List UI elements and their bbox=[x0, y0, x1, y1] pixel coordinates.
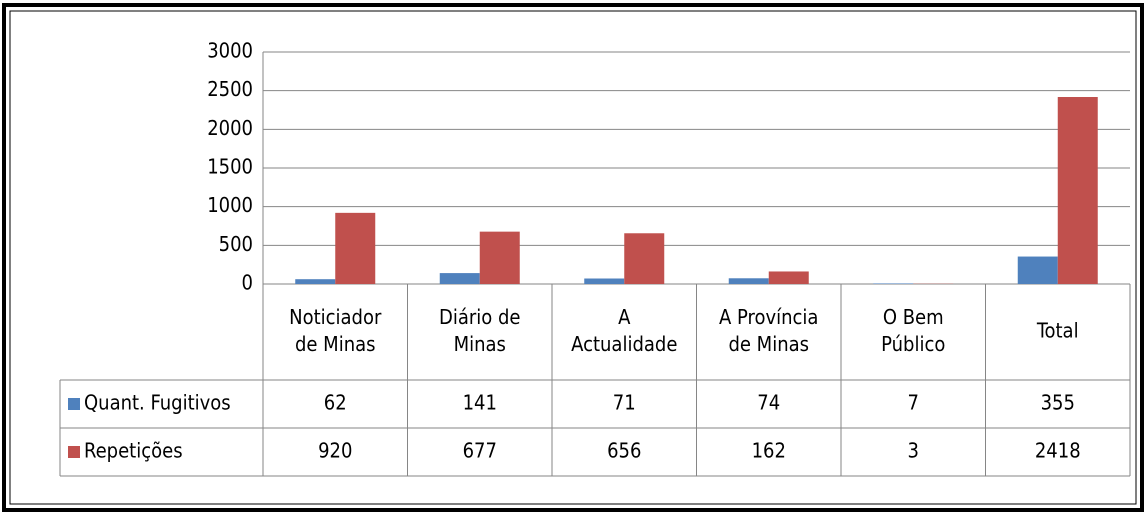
y-tick-label: 500 bbox=[219, 232, 253, 256]
legend-swatch bbox=[68, 398, 80, 410]
table-value: 141 bbox=[463, 391, 497, 415]
x-tick-label: Público bbox=[881, 332, 945, 356]
x-tick-label: Total bbox=[1036, 319, 1079, 343]
bar bbox=[295, 279, 336, 284]
bar bbox=[584, 278, 625, 284]
bar bbox=[439, 273, 480, 284]
table-value: 355 bbox=[1041, 391, 1075, 415]
x-tick-label: Noticiador bbox=[289, 305, 382, 329]
y-tick-label: 2000 bbox=[207, 116, 253, 140]
table-value: 920 bbox=[318, 439, 352, 463]
bar bbox=[335, 212, 376, 284]
bar bbox=[768, 271, 809, 284]
table-value: 62 bbox=[324, 391, 347, 415]
bar bbox=[1017, 256, 1058, 284]
x-tick-label: de Minas bbox=[728, 332, 809, 356]
table-value: 7 bbox=[908, 391, 919, 415]
table-value: 2418 bbox=[1035, 439, 1081, 463]
y-tick-label: 2500 bbox=[207, 77, 253, 101]
x-tick-label: Minas bbox=[454, 332, 506, 356]
table-value: 677 bbox=[463, 439, 497, 463]
bar bbox=[479, 231, 520, 284]
y-tick-label: 1500 bbox=[207, 155, 253, 179]
x-tick-label: Actualidade bbox=[571, 332, 677, 356]
x-tick-label: A bbox=[618, 305, 631, 329]
x-tick-label: O Bem bbox=[883, 305, 944, 329]
bar bbox=[728, 278, 769, 284]
legend-label: Quant. Fugitivos bbox=[84, 391, 231, 415]
outer-frame bbox=[2, 3, 1144, 512]
x-tick-label: Diário de bbox=[439, 305, 521, 329]
bar bbox=[873, 283, 914, 284]
y-tick-label: 0 bbox=[242, 271, 253, 295]
y-tick-label: 3000 bbox=[207, 39, 253, 63]
table-value: 74 bbox=[757, 391, 780, 415]
table-value: 3 bbox=[908, 439, 919, 463]
x-tick-label: de Minas bbox=[295, 332, 376, 356]
x-tick-label: A Província bbox=[719, 305, 818, 329]
bar bbox=[624, 233, 665, 284]
legend-label: Repetições bbox=[84, 439, 183, 463]
legend-swatch bbox=[68, 446, 80, 458]
bar bbox=[1057, 97, 1098, 285]
inner-frame bbox=[9, 10, 1137, 505]
table-value: 71 bbox=[613, 391, 636, 415]
y-tick-label: 1000 bbox=[207, 193, 253, 217]
table-value: 656 bbox=[607, 439, 641, 463]
table-value: 162 bbox=[752, 439, 786, 463]
